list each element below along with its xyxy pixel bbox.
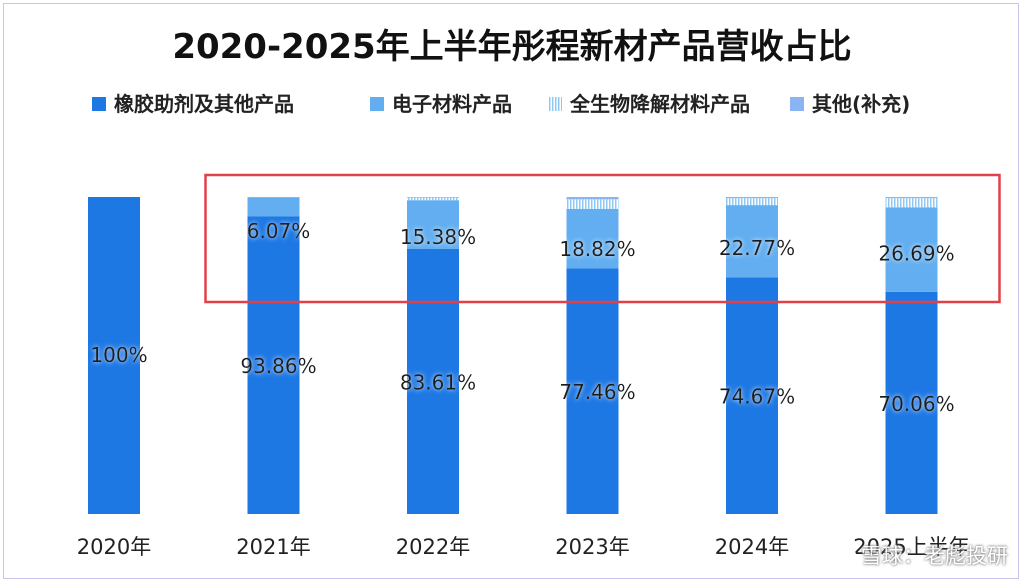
legend-label-2: 全生物降解材料产品 (569, 92, 750, 116)
snowball-logo-icon (835, 545, 857, 567)
bar-segment-5-3 (885, 197, 938, 199)
x-tick-label-5: 2025上半年 (853, 535, 969, 559)
x-tick-label-3: 2023年 (555, 535, 629, 559)
legend-swatch-1 (370, 97, 384, 111)
bar-segment-2-0 (407, 248, 459, 514)
bar-segment-1-0 (247, 216, 300, 514)
data-label-3-0: 77.46% (559, 380, 635, 404)
bar-segment-2-3 (407, 197, 459, 198)
data-label-2-0: 83.61% (400, 370, 476, 394)
data-label-4-1: 22.77% (719, 236, 795, 260)
bar-segment-4-3 (726, 197, 778, 199)
bar-segment-5-0 (885, 291, 938, 514)
data-label-1-0: 93.86% (240, 354, 316, 378)
bar-segment-5-2 (885, 198, 938, 208)
bar-segment-3-1 (566, 208, 619, 269)
data-labels: 100% 93.86% 6.07% 83.61% 15.38% 77.46% 18.82% 7… (90, 219, 954, 416)
legend-swatch-0 (92, 97, 106, 111)
x-tick-label-2: 2022年 (396, 535, 470, 559)
bar-segment-3-3 (566, 197, 619, 200)
legend-label-3: 其他(补充) (812, 92, 910, 116)
watermark: 雪球：老彪投研 (835, 540, 1008, 570)
x-tick-label-0: 2020年 (77, 535, 151, 559)
legend-label-1: 电子材料产品 (392, 92, 512, 116)
data-label-5-0: 70.06% (878, 392, 954, 416)
bar-segment-1-1 (247, 197, 300, 217)
x-axis-ticks: 2020年 2021年 2022年 2023年 2024年 2025上半年 (77, 535, 970, 559)
bar-segment-4-1 (726, 205, 778, 278)
x-tick-label-4: 2024年 (715, 535, 789, 559)
data-label-2-1: 15.38% (400, 225, 476, 249)
legend-swatch-3 (790, 97, 804, 111)
bar-segment-2-1 (407, 200, 459, 249)
legend-label-0: 橡胶助剂及其他产品 (114, 92, 294, 116)
data-label-1-1: 6.07% (247, 219, 311, 243)
bar-segment-0-0 (88, 197, 140, 514)
bar-segment-4-2 (726, 198, 778, 206)
data-label-5-1: 26.69% (878, 241, 954, 265)
bar-segment-2-2 (407, 197, 459, 201)
bar-segment-4-0 (726, 277, 778, 514)
data-label-3-1: 18.82% (559, 237, 635, 261)
data-label-0-0: 100% (90, 343, 147, 367)
bar-segment-3-0 (566, 268, 619, 514)
bar-segment-5-1 (885, 207, 938, 292)
x-tick-label-1: 2021年 (236, 535, 310, 559)
highlight-box (204, 173, 1001, 304)
chart-title: 2020-2025年上半年彤程新材产品营收占比 (172, 27, 851, 67)
data-label-4-0: 74.67% (719, 385, 795, 409)
legend: 橡胶助剂及其他产品 电子材料产品 全生物降解材料产品 其他(补充) (92, 92, 910, 116)
bar-segment-3-2 (566, 199, 619, 209)
legend-swatch-2 (548, 97, 562, 111)
watermark-text: 雪球：老彪投研 (861, 544, 1008, 568)
bars-group (88, 197, 938, 514)
chart-frame (3, 3, 1019, 579)
